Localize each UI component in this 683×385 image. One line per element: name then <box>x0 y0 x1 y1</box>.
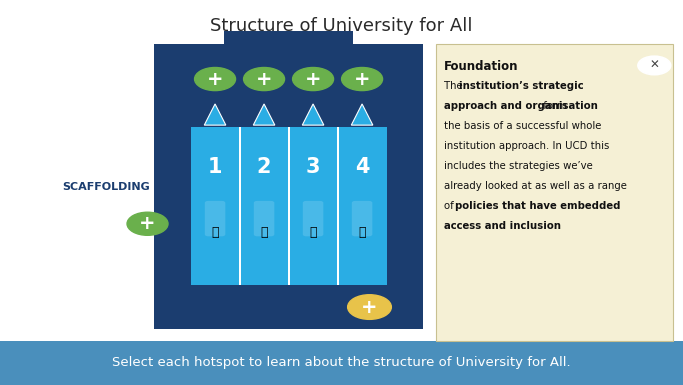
Text: 🤝: 🤝 <box>260 226 268 239</box>
Text: institution’s strategic: institution’s strategic <box>458 81 583 91</box>
Text: Structure of University for All: Structure of University for All <box>210 17 473 35</box>
Polygon shape <box>204 104 226 125</box>
Text: 🍎: 🍎 <box>211 226 219 239</box>
Text: 2: 2 <box>257 157 271 176</box>
Bar <box>288 127 290 285</box>
Text: 🖥: 🖥 <box>359 226 366 239</box>
Text: Foundation: Foundation <box>444 60 518 73</box>
Text: SCAFFOLDING: SCAFFOLDING <box>63 182 150 192</box>
Polygon shape <box>303 104 324 125</box>
FancyBboxPatch shape <box>254 201 275 236</box>
Text: 🏛: 🏛 <box>309 226 317 239</box>
Text: +: + <box>207 70 223 89</box>
Polygon shape <box>253 104 275 125</box>
Text: FOUNDATIONS: FOUNDATIONS <box>213 301 310 313</box>
Circle shape <box>348 295 391 320</box>
Text: 1: 1 <box>208 157 222 176</box>
Text: 4: 4 <box>355 157 370 176</box>
Circle shape <box>244 67 285 90</box>
Bar <box>0 341 683 385</box>
Circle shape <box>292 67 333 90</box>
Text: +: + <box>354 70 370 89</box>
Bar <box>337 127 339 285</box>
Circle shape <box>342 67 382 90</box>
Text: +: + <box>305 70 321 89</box>
Polygon shape <box>351 104 373 125</box>
Text: includes the strategies we’ve: includes the strategies we’ve <box>444 161 593 171</box>
Bar <box>224 31 353 44</box>
FancyBboxPatch shape <box>205 201 225 236</box>
FancyBboxPatch shape <box>352 201 372 236</box>
Bar <box>191 127 387 285</box>
Text: approach and organisation: approach and organisation <box>444 101 598 111</box>
Text: institution approach. In UCD this: institution approach. In UCD this <box>444 141 609 151</box>
Text: already looked at as well as a range: already looked at as well as a range <box>444 181 627 191</box>
Text: 3: 3 <box>306 157 320 176</box>
FancyBboxPatch shape <box>436 44 673 341</box>
Text: of: of <box>444 201 457 211</box>
Text: the basis of a successful whole: the basis of a successful whole <box>444 121 601 131</box>
Text: +: + <box>256 70 273 89</box>
FancyBboxPatch shape <box>303 201 323 236</box>
Text: policies that have embedded: policies that have embedded <box>455 201 620 211</box>
Text: +: + <box>139 214 156 233</box>
Text: form: form <box>540 101 566 111</box>
Text: access and inclusion: access and inclusion <box>444 221 561 231</box>
Bar <box>154 44 423 329</box>
Text: ✕: ✕ <box>650 59 659 72</box>
Text: Select each hotspot to learn about the structure of University for All.: Select each hotspot to learn about the s… <box>112 357 571 369</box>
Text: +: + <box>361 298 378 316</box>
Circle shape <box>127 212 168 235</box>
Circle shape <box>638 56 671 75</box>
Bar <box>238 127 240 285</box>
Circle shape <box>195 67 236 90</box>
Text: The: The <box>444 81 466 91</box>
Text: .: . <box>520 221 524 231</box>
